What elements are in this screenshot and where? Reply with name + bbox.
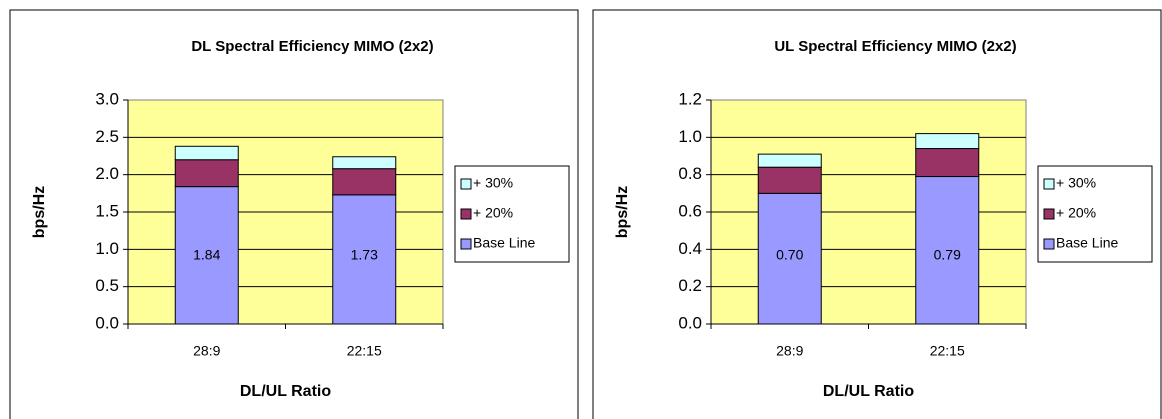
y-tick-label: 2.0 bbox=[95, 164, 119, 183]
y-tick-label: 3.0 bbox=[95, 89, 119, 108]
y-tick-label: 2.5 bbox=[95, 127, 119, 146]
x-tick-label: 28:9 bbox=[193, 343, 220, 359]
y-tick-label: 0.2 bbox=[678, 276, 702, 295]
y-tick-label: 0.0 bbox=[678, 313, 702, 332]
x-tick-label: 22:15 bbox=[347, 343, 382, 359]
y-tick-label: 0.8 bbox=[678, 164, 702, 183]
x-axis-title: DL/UL Ratio bbox=[240, 383, 331, 400]
x-tick-label: 22:15 bbox=[930, 343, 965, 359]
y-axis-title: bps/Hz bbox=[31, 186, 48, 238]
bar-segment bbox=[757, 192, 822, 325]
bar-segment bbox=[332, 168, 397, 196]
y-tick-label: 1.2 bbox=[678, 89, 702, 108]
y-tick-label: 1.5 bbox=[95, 201, 119, 220]
x-axis-title: DL/UL Ratio bbox=[823, 383, 914, 400]
bar-segment bbox=[915, 148, 980, 178]
y-tick-label: 1.0 bbox=[678, 127, 702, 146]
y-axis-title: bps/Hz bbox=[614, 186, 631, 238]
legend-label: Base Line bbox=[473, 235, 535, 251]
legend-swatch bbox=[460, 208, 472, 220]
data-label: 0.79 bbox=[934, 247, 961, 263]
x-tick-label: 28:9 bbox=[776, 343, 803, 359]
legend-label: + 30% bbox=[473, 175, 513, 191]
bar-segment bbox=[915, 176, 980, 325]
bar-segment bbox=[915, 133, 980, 150]
bar-segment bbox=[757, 166, 822, 194]
bar-segment bbox=[332, 156, 397, 170]
bar-segment bbox=[174, 159, 239, 188]
y-tick-label: 0.5 bbox=[95, 276, 119, 295]
legend-box bbox=[1037, 165, 1153, 263]
chart-title: DL Spectral Efficiency MIMO (2x2) bbox=[191, 38, 433, 55]
data-label: 1.84 bbox=[193, 247, 220, 263]
bar-segment bbox=[757, 153, 822, 168]
legend-swatch bbox=[460, 238, 472, 250]
y-tick-label: 0.0 bbox=[95, 313, 119, 332]
legend-swatch bbox=[1043, 238, 1055, 250]
bar-segment bbox=[174, 145, 239, 161]
y-tick-label: 1.0 bbox=[95, 239, 119, 258]
legend-box bbox=[454, 165, 570, 263]
legend-label: + 30% bbox=[1056, 175, 1096, 191]
y-tick-label: 0.6 bbox=[678, 201, 702, 220]
legend-swatch bbox=[1043, 178, 1055, 190]
y-tick-label: 0.4 bbox=[678, 239, 702, 258]
legend-label: + 20% bbox=[473, 205, 513, 221]
legend-label: Base Line bbox=[1056, 235, 1118, 251]
legend-label: + 20% bbox=[1056, 205, 1096, 221]
legend-swatch bbox=[1043, 208, 1055, 220]
data-label: 1.73 bbox=[351, 247, 378, 263]
chart-title: UL Spectral Efficiency MIMO (2x2) bbox=[774, 38, 1016, 55]
bar-segment bbox=[174, 186, 239, 325]
legend-swatch bbox=[460, 178, 472, 190]
data-label: 0.70 bbox=[776, 247, 803, 263]
